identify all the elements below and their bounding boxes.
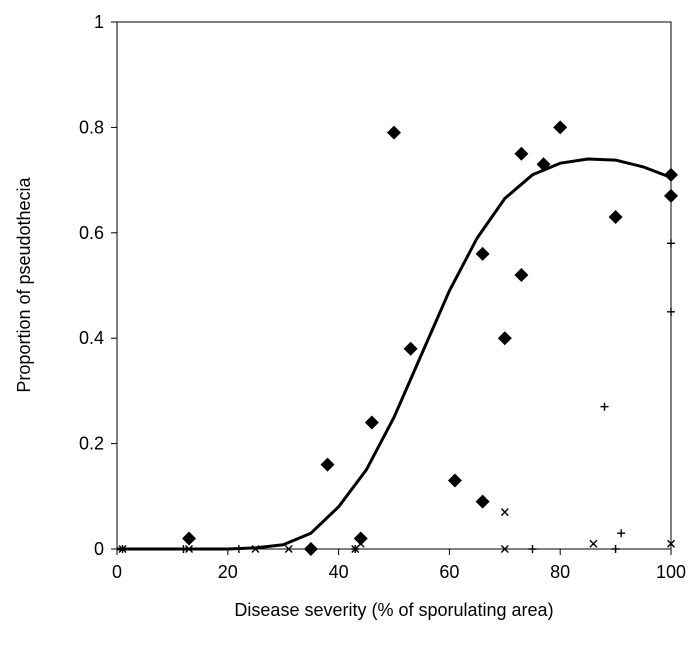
- diamond-point: [536, 157, 551, 172]
- plus-point: [118, 545, 127, 553]
- x-tick-label: 60: [439, 562, 459, 582]
- plot-area: [116, 21, 672, 550]
- x-tick-label: 80: [550, 562, 570, 582]
- diamond-point: [664, 167, 678, 182]
- y-tick-label: 0.4: [79, 328, 104, 348]
- diamond-point: [403, 341, 418, 356]
- diamond-point: [608, 209, 623, 224]
- plus-point: [234, 545, 243, 553]
- data-points-layer: [118, 120, 678, 556]
- diamond-point: [182, 531, 197, 546]
- x-point: [356, 539, 365, 548]
- plus-point: [667, 239, 675, 248]
- diamond-point: [364, 415, 379, 430]
- diamond-point: [664, 188, 678, 203]
- diamond-point: [353, 531, 368, 546]
- x-point: [500, 545, 509, 553]
- plus-point: [600, 402, 609, 411]
- x-point: [251, 545, 260, 553]
- diamond-point: [514, 267, 529, 282]
- x-point: [284, 545, 293, 553]
- x-tick-label: 0: [112, 562, 122, 582]
- diamond-point: [553, 120, 568, 135]
- x-tick-label: 20: [218, 562, 238, 582]
- fitted-curve-layer: [117, 157, 672, 551]
- diamond-point: [447, 473, 462, 488]
- axes-layer: 0 20 40 60 80 100 0 0.2 0.4 0.6 0.8 1: [79, 12, 686, 582]
- diamond-point: [320, 457, 335, 472]
- y-tick-label: 0.8: [79, 117, 104, 137]
- plus-point: [617, 529, 626, 538]
- diamond-point: [497, 331, 512, 346]
- x-tick-label: 100: [656, 562, 686, 582]
- plus-point: [528, 545, 537, 553]
- y-axis-title: Proportion of pseudothecia: [14, 176, 34, 392]
- x-point: [500, 508, 509, 517]
- diamond-point: [475, 494, 490, 509]
- diamond-point: [475, 246, 490, 261]
- y-tick-label: 1: [94, 12, 104, 32]
- x-point: [185, 545, 194, 553]
- x-axis-title: Disease severity (% of sporulating area): [234, 600, 553, 620]
- diamond-point: [387, 125, 401, 140]
- y-tick-label: 0.6: [79, 223, 104, 243]
- plus-point: [611, 545, 620, 553]
- fitted-curve-line: [117, 157, 672, 551]
- y-tick-label: 0: [94, 539, 104, 559]
- x-tick-label: 40: [329, 562, 349, 582]
- x-point: [667, 539, 675, 548]
- diamond-point: [514, 146, 529, 161]
- y-tick-label: 0.2: [79, 434, 104, 454]
- plus-point: [306, 545, 315, 553]
- x-point: [589, 539, 598, 548]
- plus-point: [351, 545, 360, 553]
- plus-point: [179, 545, 188, 553]
- plus-point: [667, 307, 675, 316]
- plot-frame: [116, 21, 672, 550]
